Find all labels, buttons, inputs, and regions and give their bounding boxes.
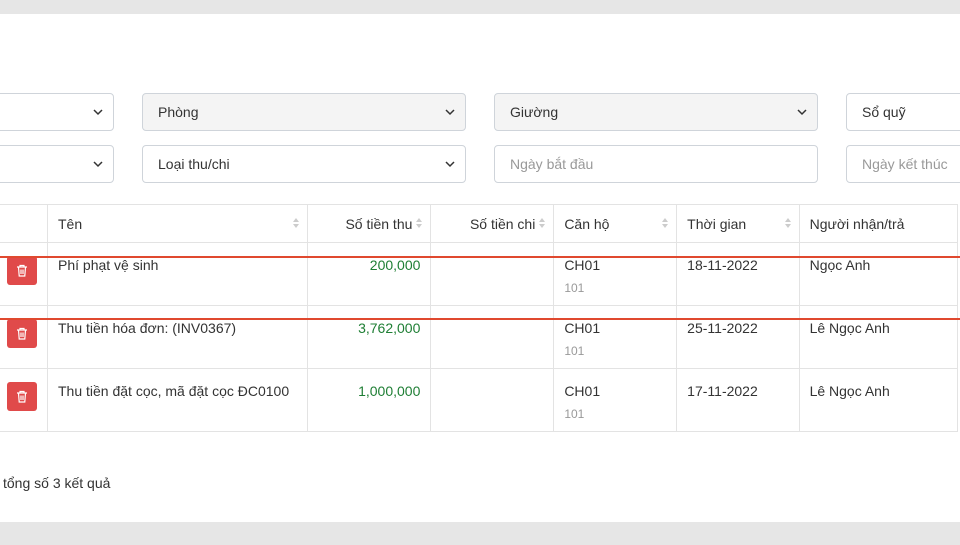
trash-icon [17, 264, 27, 277]
row-highlight-bottom [0, 318, 960, 320]
cell-name: Phí phạt vệ sinh [46, 242, 309, 306]
chevron-down-icon [445, 109, 455, 116]
table-row: Thu tiền hóa đơn: (INV0367) 3,762,000 CH… [0, 305, 959, 369]
header-income[interactable]: Số tiền thu [307, 204, 432, 243]
sort-icon [539, 218, 546, 228]
cell-expense [430, 242, 555, 306]
apartment-code: CH01 [564, 320, 601, 336]
start-date-input[interactable]: Ngày bắt đầu [494, 145, 818, 183]
delete-button[interactable] [7, 319, 37, 348]
cashbook-select[interactable]: Sổ quỹ [846, 93, 960, 131]
cashbook-select-value: Sổ quỹ [862, 104, 906, 120]
filter-select-1[interactable] [0, 93, 114, 131]
header-date[interactable]: Thời gian [676, 204, 800, 243]
cell-income: 1,000,000 [307, 368, 432, 432]
header-label: Người nhận/trả [809, 216, 905, 232]
header-label: Thời gian [687, 216, 747, 232]
chevron-down-icon [93, 161, 103, 168]
header-person[interactable]: Người nhận/trả [798, 204, 959, 243]
bed-select[interactable]: Giường [494, 93, 818, 131]
cell-apartment: CH01 101 [553, 305, 678, 369]
cell-person: Lê Ngọc Anh [798, 368, 959, 432]
row-actions [0, 305, 48, 369]
sort-icon [662, 218, 669, 228]
table-row: Phí phạt vệ sinh 200,000 CH01 101 18-11-2… [0, 242, 959, 306]
cell-income: 3,762,000 [307, 305, 432, 369]
chevron-down-icon [797, 109, 807, 116]
sort-icon [784, 218, 791, 228]
cell-name: Thu tiền hóa đơn: (INV0367) [46, 305, 309, 369]
row-actions [0, 242, 48, 306]
chevron-down-icon [93, 109, 103, 116]
type-select-value: Loại thu/chi [158, 156, 230, 172]
header-expense[interactable]: Số tiền chi [430, 204, 555, 243]
cell-date: 25-11-2022 [676, 305, 800, 369]
room-number: 101 [564, 407, 585, 421]
start-date-placeholder: Ngày bắt đầu [510, 156, 594, 172]
header-label: Số tiền thu [345, 216, 413, 232]
end-date-placeholder: Ngày kết thúc [862, 156, 948, 172]
apartment-code: CH01 [564, 257, 601, 273]
delete-button[interactable] [7, 382, 37, 411]
room-select[interactable]: Phòng [142, 93, 466, 131]
room-number: 101 [564, 344, 585, 358]
delete-button[interactable] [7, 256, 37, 285]
table-row: Thu tiền đặt cọc, mã đặt cọc ĐC0100 1,00… [0, 368, 959, 432]
cell-person: Ngọc Anh [798, 242, 959, 306]
bed-select-value: Giường [510, 104, 559, 120]
trash-icon [17, 390, 27, 403]
room-select-value: Phòng [158, 104, 199, 120]
header-name[interactable]: Tên [46, 204, 309, 243]
table-header-row: Tên Số tiền thu Số tiền chi Căn hộ Thời … [0, 204, 959, 243]
trash-icon [17, 327, 27, 340]
end-date-input[interactable]: Ngày kết thúc [846, 145, 960, 183]
chevron-down-icon [445, 161, 455, 168]
header-label: Tên [58, 216, 83, 232]
apartment-code: CH01 [564, 383, 601, 399]
sort-icon [293, 218, 300, 228]
header-actions [0, 204, 48, 243]
cell-name: Thu tiền đặt cọc, mã đặt cọc ĐC0100 [46, 368, 309, 432]
header-label: Số tiền chi [469, 216, 536, 232]
cell-apartment: CH01 101 [553, 242, 678, 306]
cell-date: 18-11-2022 [676, 242, 800, 306]
type-select[interactable]: Loại thu/chi [142, 145, 466, 183]
cell-date: 17-11-2022 [676, 368, 800, 432]
filter-select-2[interactable] [0, 145, 114, 183]
result-count: tổng số 3 kết quả [3, 475, 111, 491]
cell-apartment: CH01 101 [553, 368, 678, 432]
room-number: 101 [564, 281, 585, 295]
transactions-table: Tên Số tiền thu Số tiền chi Căn hộ Thời … [0, 204, 959, 432]
cell-expense [430, 368, 555, 432]
cell-income: 200,000 [307, 242, 432, 306]
header-apartment[interactable]: Căn hộ [553, 204, 678, 243]
row-highlight-top [0, 256, 960, 258]
row-actions [0, 368, 48, 432]
header-label: Căn hộ [564, 216, 610, 232]
cell-person: Lê Ngọc Anh [798, 305, 959, 369]
sort-icon [416, 218, 423, 228]
cell-expense [430, 305, 555, 369]
